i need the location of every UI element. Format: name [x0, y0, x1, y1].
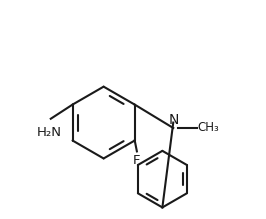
Text: F: F	[133, 154, 141, 167]
Text: CH₃: CH₃	[198, 121, 220, 134]
Text: H₂N: H₂N	[37, 126, 62, 139]
Text: N: N	[168, 113, 179, 127]
